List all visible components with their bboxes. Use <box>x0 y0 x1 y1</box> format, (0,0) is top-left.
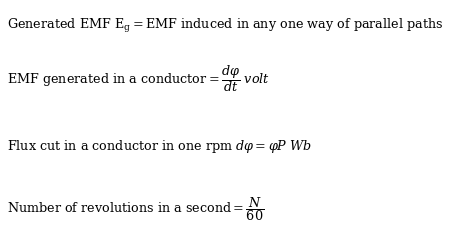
Text: $\mathrm{Generated\ EMF\ E_g = EMF\ induced\ in\ any\ one\ way\ of\ parallel\ pa: $\mathrm{Generated\ EMF\ E_g = EMF\ indu… <box>7 17 444 35</box>
Text: $\mathrm{Number\ of\ revolutions\ in\ a\ second} = \dfrac{N}{60}$: $\mathrm{Number\ of\ revolutions\ in\ a\… <box>7 195 264 223</box>
Text: $\mathrm{Flux\ cut\ in\ a\ conductor\ in\ one\ rpm}\ d\varphi = \varphi P\ Wb$: $\mathrm{Flux\ cut\ in\ a\ conductor\ in… <box>7 138 312 155</box>
Text: $\mathrm{EMF\ generated\ in\ a\ conductor} = \dfrac{d\varphi}{dt}\ \mathit{volt}: $\mathrm{EMF\ generated\ in\ a\ conducto… <box>7 63 270 94</box>
